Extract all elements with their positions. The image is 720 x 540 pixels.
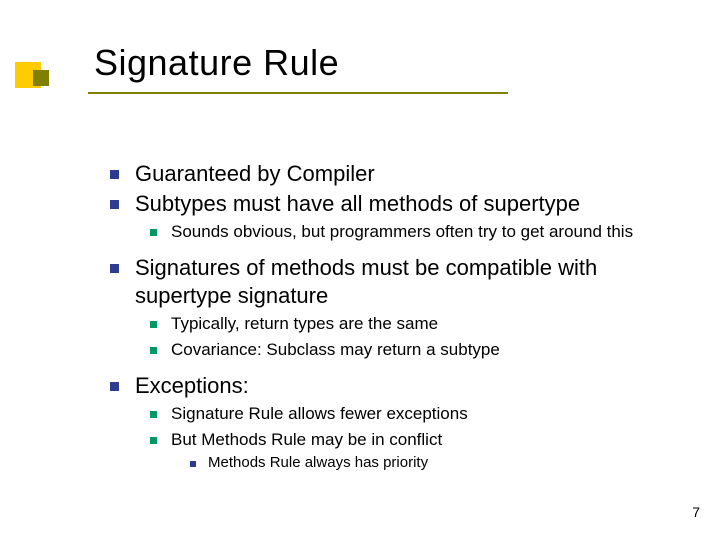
bullet-l2: But Methods Rule may be in conflict — [150, 429, 650, 450]
content-area: Guaranteed by Compiler Subtypes must hav… — [110, 160, 650, 473]
bullet-l1: Guaranteed by Compiler — [110, 160, 650, 188]
accent-square-olive — [33, 70, 49, 86]
bullet-text: But Methods Rule may be in conflict — [171, 429, 442, 450]
bullet-l2: Sounds obvious, but programmers often tr… — [150, 221, 650, 242]
bullet-l1: Signatures of methods must be compatible… — [110, 254, 650, 309]
bullet-l2: Signature Rule allows fewer exceptions — [150, 403, 650, 424]
bullet-l1: Exceptions: — [110, 372, 650, 400]
bullet-l3: Methods Rule always has priority — [190, 454, 650, 473]
bullet-text: Covariance: Subclass may return a subtyp… — [171, 339, 500, 360]
square-bullet-icon — [150, 347, 157, 354]
square-bullet-icon — [150, 437, 157, 444]
bullet-l2: Typically, return types are the same — [150, 313, 650, 334]
square-bullet-icon — [110, 170, 119, 179]
slide: Signature Rule Guaranteed by Compiler Su… — [0, 0, 720, 540]
square-bullet-icon — [190, 461, 196, 467]
bullet-text: Sounds obvious, but programmers often tr… — [171, 221, 633, 242]
square-bullet-icon — [110, 382, 119, 391]
square-bullet-icon — [150, 321, 157, 328]
bullet-text: Methods Rule always has priority — [208, 454, 428, 473]
square-bullet-icon — [150, 411, 157, 418]
bullet-text: Subtypes must have all methods of supert… — [135, 190, 580, 218]
page-title: Signature Rule — [94, 42, 670, 84]
square-bullet-icon — [150, 229, 157, 236]
bullet-text: Guaranteed by Compiler — [135, 160, 375, 188]
square-bullet-icon — [110, 264, 119, 273]
bullet-text: Signatures of methods must be compatible… — [135, 254, 650, 309]
bullet-text: Signature Rule allows fewer exceptions — [171, 403, 468, 424]
bullet-l1: Subtypes must have all methods of supert… — [110, 190, 650, 218]
bullet-text: Exceptions: — [135, 372, 249, 400]
bullet-l2: Covariance: Subclass may return a subtyp… — [150, 339, 650, 360]
title-underline — [88, 92, 508, 94]
square-bullet-icon — [110, 200, 119, 209]
page-number: 7 — [692, 504, 700, 520]
bullet-text: Typically, return types are the same — [171, 313, 438, 334]
